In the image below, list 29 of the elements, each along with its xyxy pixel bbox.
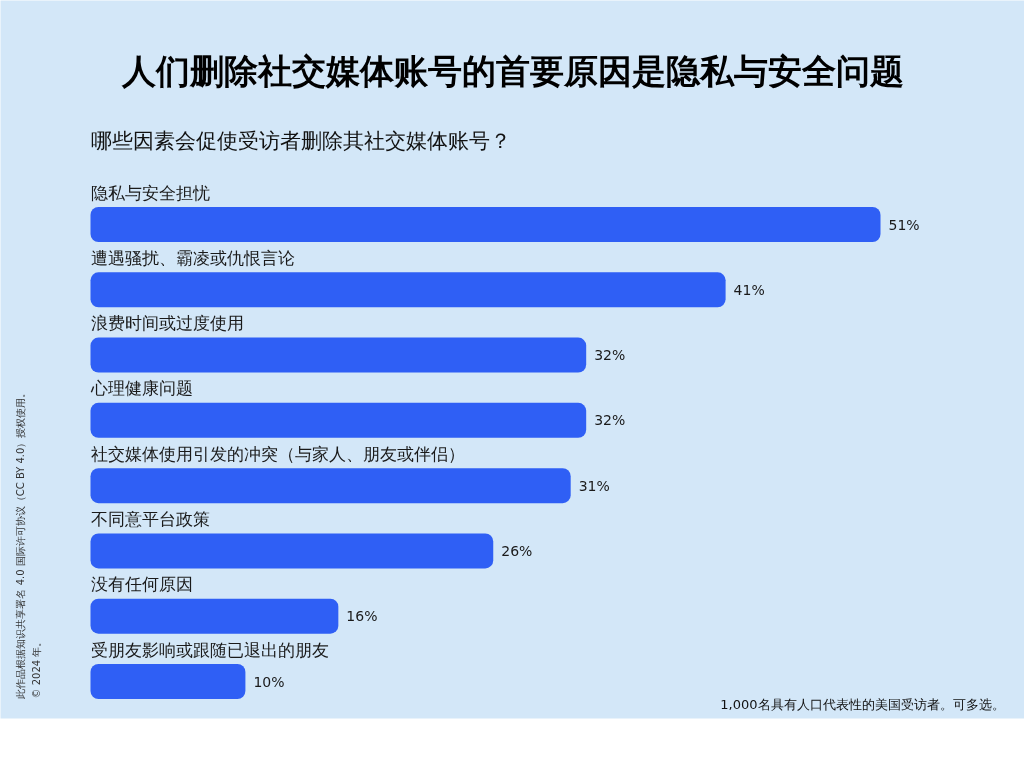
y-tick-label: 遭遇骚扰、霸凌或仇恨言论 [90,247,295,268]
bar [90,533,494,569]
y-tick-label: 浪费时间或过度使用 [90,313,244,334]
text: 此作品根据知识共享署名 4.0 国际许可协议（CC BY 4.0）授权使用。 [15,387,26,699]
text: © 2024 年。 [31,636,42,699]
bar [90,468,571,504]
bar [90,337,587,373]
bar [90,207,881,242]
text: 1,000名具有人口代表性的美国受访者。可多选。 [720,697,1005,712]
data-label: 32% [594,412,626,429]
data-label: 41% [733,281,765,298]
data-label: 16% [346,608,378,625]
y-tick-label: 不同意平台政策 [90,508,210,529]
data-label: 51% [888,216,920,233]
bar [90,598,339,634]
bar [90,402,587,438]
data-label: 26% [501,542,533,559]
data-label: 10% [253,673,285,690]
data-label: 31% [578,477,610,494]
chart-subtitle: 哪些因素会促使受访者删除其社交媒体账号？ [90,128,511,153]
y-tick-label: 隐私与安全担忧 [90,182,210,203]
y-tick-label: 社交媒体使用引发的冲突（与家人、朋友或伴侣） [90,443,465,464]
chart-title: 人们删除社交媒体账号的首要原因是隐私与安全问题 [120,50,904,91]
y-tick-label: 心理健康问题 [89,378,193,399]
bar [90,272,726,308]
y-tick-label: 没有任何原因 [90,574,193,595]
y-tick-label: 受朋友影响或跟随已退出的朋友 [90,639,329,660]
bar [90,664,246,699]
data-label: 32% [594,347,626,364]
